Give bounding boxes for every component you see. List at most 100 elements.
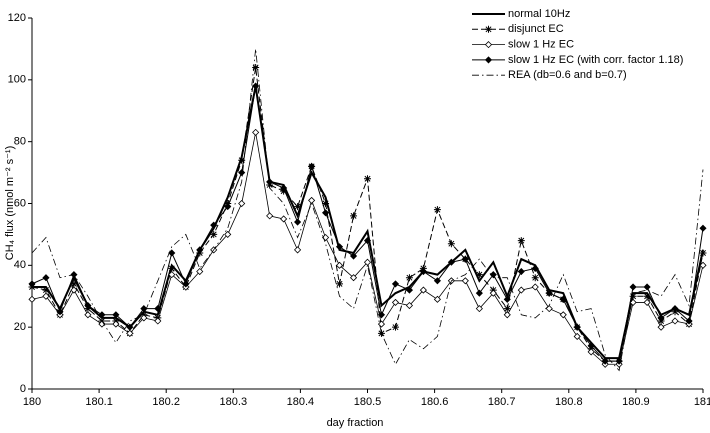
marker	[657, 323, 665, 331]
marker	[84, 301, 92, 310]
legend-label: slow 1 Hz EC	[508, 39, 574, 51]
marker	[294, 203, 302, 211]
marker	[699, 224, 707, 232]
marker	[671, 317, 679, 325]
marker	[545, 289, 553, 297]
x-tick-label: 180.7	[488, 396, 516, 408]
marker	[377, 311, 386, 319]
series-line	[31, 48, 704, 372]
marker	[196, 267, 204, 276]
marker	[210, 230, 218, 238]
series-line	[31, 67, 704, 362]
series-line	[31, 132, 704, 365]
marker	[447, 240, 455, 248]
marker	[629, 292, 637, 300]
marker	[336, 280, 344, 288]
marker	[335, 243, 344, 251]
marker	[224, 203, 232, 211]
marker	[531, 283, 539, 291]
marker	[433, 295, 441, 303]
marker	[168, 264, 176, 272]
marker	[391, 323, 399, 331]
marker	[308, 196, 316, 204]
marker	[503, 295, 511, 303]
y-tick-label: 60	[14, 197, 26, 209]
marker	[349, 252, 358, 260]
y-tick-label: 100	[8, 74, 26, 86]
marker	[308, 162, 316, 170]
marker	[140, 314, 148, 322]
marker	[503, 305, 511, 313]
marker	[475, 289, 483, 297]
legend-label: disjunct EC	[508, 23, 564, 35]
marker	[685, 317, 693, 325]
marker	[112, 311, 120, 319]
marker	[573, 323, 581, 331]
x-tick-label: 180	[23, 396, 41, 408]
marker	[294, 218, 302, 226]
marker	[671, 305, 679, 313]
marker	[98, 311, 106, 319]
marker	[112, 320, 120, 328]
y-tick-label: 120	[8, 12, 26, 24]
x-tick-label: 180.6	[421, 396, 449, 408]
marker	[503, 311, 511, 319]
marker	[419, 286, 427, 294]
marker	[391, 280, 400, 288]
marker	[252, 128, 260, 136]
marker	[475, 271, 483, 279]
marker	[294, 246, 302, 254]
marker	[56, 308, 64, 316]
marker	[643, 298, 651, 306]
marker	[517, 267, 525, 276]
marker	[322, 200, 330, 207]
marker	[321, 209, 330, 217]
x-tick-label: 180.4	[287, 396, 315, 408]
marker	[126, 329, 134, 337]
marker	[657, 314, 665, 322]
marker	[28, 295, 36, 303]
y-tick-label: 40	[14, 259, 26, 271]
series-line	[32, 85, 704, 360]
marker	[419, 267, 427, 276]
y-tick-label: 0	[20, 383, 26, 395]
marker	[224, 230, 232, 238]
marker	[210, 221, 218, 229]
marker	[629, 298, 637, 306]
marker	[182, 280, 190, 288]
x-tick-label: 180.9	[622, 396, 650, 408]
marker	[517, 286, 525, 294]
marker	[238, 156, 246, 164]
marker	[364, 175, 371, 183]
marker	[531, 274, 539, 282]
marker	[391, 298, 400, 306]
marker	[489, 289, 497, 297]
marker	[126, 323, 134, 331]
marker	[70, 286, 78, 294]
marker	[587, 342, 595, 350]
marker	[559, 311, 567, 319]
x-axis-label: day fraction	[327, 417, 384, 429]
marker	[154, 317, 162, 325]
marker	[573, 332, 581, 341]
marker	[559, 295, 567, 303]
x-tick-label: 180.1	[85, 396, 113, 408]
marker	[601, 357, 609, 365]
marker	[405, 274, 413, 282]
x-tick-label: 180.3	[220, 396, 248, 408]
legend-label: normal 10Hz	[508, 8, 570, 20]
marker	[252, 82, 260, 90]
marker	[42, 274, 50, 282]
marker	[461, 255, 469, 263]
legend-marker	[484, 41, 493, 49]
y-axis-label: CH₄ flux (nmol m⁻² s⁻¹)	[4, 146, 16, 261]
marker	[377, 329, 385, 337]
x-tick-label: 181	[694, 396, 710, 408]
marker	[42, 292, 50, 300]
legend-label: REA (db=0.6 and b=0.7)	[508, 69, 627, 81]
marker	[433, 277, 441, 285]
marker	[433, 206, 441, 214]
legend-marker	[484, 56, 493, 64]
marker	[280, 184, 288, 192]
